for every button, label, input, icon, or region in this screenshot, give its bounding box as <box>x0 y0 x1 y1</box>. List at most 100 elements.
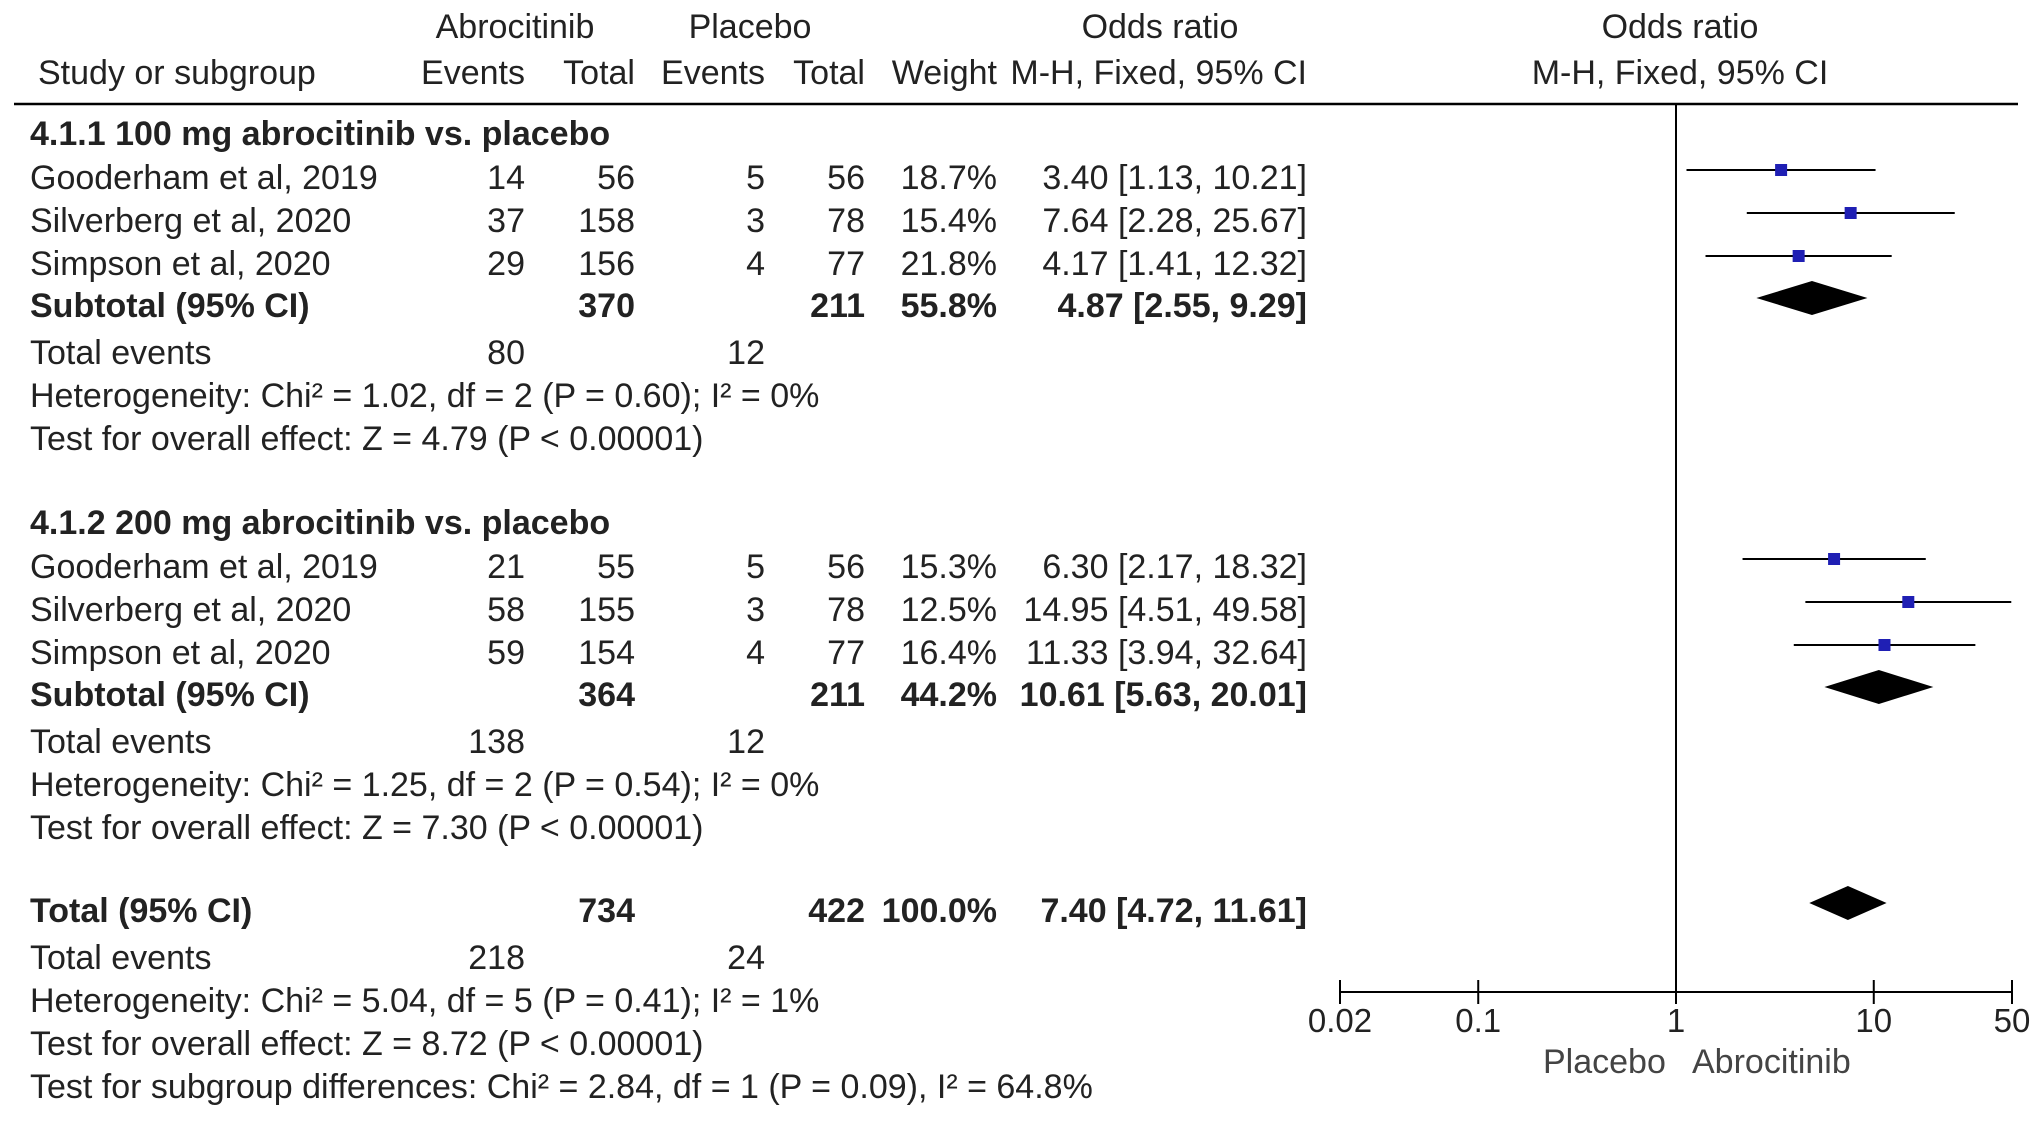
pooled-diamond <box>1756 281 1868 315</box>
study-effect-marker <box>1775 164 1788 176</box>
total-events-label: Total events <box>30 334 212 372</box>
study-name: Gooderham et al, 2019 <box>30 548 378 586</box>
subtotal-ci: 10.61 [5.63, 20.01] <box>1019 676 1307 714</box>
weight: 15.4% <box>900 202 997 240</box>
total-abrocitinib: 154 <box>578 634 635 672</box>
weight: 21.8% <box>900 245 997 283</box>
events-placebo: 3 <box>746 591 765 629</box>
weight: 16.4% <box>900 634 997 672</box>
subtotal-weight: 55.8% <box>900 287 997 325</box>
subtotal-total-placebo: 211 <box>810 287 865 325</box>
total-events-abrocitinib: 138 <box>468 723 525 761</box>
header-events-placebo: Events <box>661 54 765 92</box>
total-placebo: 77 <box>827 245 865 283</box>
events-abrocitinib: 29 <box>487 245 525 283</box>
x-axis-tick-label: 0.1 <box>1455 1002 1501 1039</box>
overall-effect-text: Test for overall effect: Z = 8.72 (P < 0… <box>30 1025 704 1063</box>
header-weight: Weight <box>891 54 997 92</box>
study-effect-marker <box>1878 639 1891 651</box>
events-placebo: 4 <box>746 634 765 672</box>
odds-ratio-ci: 11.33 [3.94, 32.64] <box>1025 634 1307 672</box>
header-mh-left: M-H, Fixed, 95% CI <box>1010 54 1307 92</box>
events-abrocitinib: 14 <box>487 159 525 197</box>
total-events-placebo: 12 <box>727 334 765 372</box>
events-abrocitinib: 59 <box>487 634 525 672</box>
favours-placebo-label: Placebo <box>1543 1043 1666 1081</box>
study-name: Simpson et al, 2020 <box>30 245 331 283</box>
subtotal-total-abrocitinib: 364 <box>578 676 635 714</box>
odds-ratio-ci: 7.64 [2.28, 25.67] <box>1042 202 1307 240</box>
events-placebo: 4 <box>746 245 765 283</box>
total-events-label: Total events <box>30 723 212 761</box>
total-placebo: 78 <box>827 202 865 240</box>
subtotal-weight: 44.2% <box>900 676 997 714</box>
total-abrocitinib: 56 <box>597 159 635 197</box>
pooled-diamond <box>1809 886 1887 920</box>
study-name: Silverberg et al, 2020 <box>30 591 352 629</box>
subtotal-label: Subtotal (95% CI) <box>30 287 310 325</box>
odds-ratio-ci: 4.17 [1.41, 12.32] <box>1042 245 1307 283</box>
total-weight: 100.0% <box>881 892 997 930</box>
header-total-placebo: Total <box>793 54 865 92</box>
weight: 18.7% <box>900 159 997 197</box>
x-axis-tick-label: 50 <box>1994 1002 2031 1039</box>
header-mh-right: M-H, Fixed, 95% CI <box>1531 54 1829 92</box>
header-total-abrocitinib: Total <box>563 54 635 92</box>
subtotal-ci: 4.87 [2.55, 9.29] <box>1057 287 1307 325</box>
heterogeneity-text: Heterogeneity: Chi² = 1.25, df = 2 (P = … <box>30 766 820 804</box>
total-abrocitinib: 156 <box>578 245 635 283</box>
study-effect-marker <box>1792 250 1805 262</box>
study-name: Gooderham et al, 2019 <box>30 159 378 197</box>
events-placebo: 3 <box>746 202 765 240</box>
x-axis-tick-label: 1 <box>1667 1002 1685 1039</box>
subtotal-total-placebo: 211 <box>810 676 865 714</box>
odds-ratio-ci: 14.95 [4.51, 49.58] <box>1023 591 1307 629</box>
study-name: Simpson et al, 2020 <box>30 634 331 672</box>
total-placebo: 78 <box>827 591 865 629</box>
favours-abrocitinib-label: Abrocitinib <box>1692 1043 1851 1081</box>
x-axis-tick-label: 10 <box>1855 1002 1892 1039</box>
events-abrocitinib: 37 <box>487 202 525 240</box>
subgroup-differences-text: Test for subgroup differences: Chi² = 2.… <box>30 1068 1093 1106</box>
total-placebo: 56 <box>827 548 865 586</box>
total-total-abrocitinib: 734 <box>578 892 635 930</box>
events-abrocitinib: 58 <box>487 591 525 629</box>
total-abrocitinib: 55 <box>597 548 635 586</box>
header-odds-ratio-left: Odds ratio <box>1081 8 1239 46</box>
header-events-abrocitinib: Events <box>421 54 525 92</box>
subgroup-2-title: 4.1.2 200 mg abrocitinib vs. placebo <box>30 504 611 542</box>
subtotal-total-abrocitinib: 370 <box>578 287 635 325</box>
overall-effect-text: Test for overall effect: Z = 4.79 (P < 0… <box>30 420 704 458</box>
header-odds-ratio-right: Odds ratio <box>1601 8 1759 46</box>
weight: 12.5% <box>900 591 997 629</box>
total-ci: 7.40 [4.72, 11.61] <box>1040 892 1307 930</box>
weight: 15.3% <box>900 548 997 586</box>
heterogeneity-text: Heterogeneity: Chi² = 5.04, df = 5 (P = … <box>30 982 820 1020</box>
header-study: Study or subgroup <box>38 54 316 92</box>
overall-effect-text: Test for overall effect: Z = 7.30 (P < 0… <box>30 809 704 847</box>
total-events-label: Total events <box>30 939 212 977</box>
study-effect-marker <box>1902 596 1915 608</box>
odds-ratio-ci: 3.40 [1.13, 10.21] <box>1042 159 1307 197</box>
study-effect-marker <box>1844 207 1857 219</box>
total-label: Total (95% CI) <box>30 892 253 930</box>
total-placebo: 77 <box>827 634 865 672</box>
header-abrocitinib: Abrocitinib <box>435 8 595 46</box>
x-axis-tick-label: 0.02 <box>1308 1002 1372 1039</box>
total-abrocitinib: 155 <box>578 591 635 629</box>
total-events-placebo: 12 <box>727 723 765 761</box>
total-events-placebo: 24 <box>727 939 765 977</box>
events-abrocitinib: 21 <box>487 548 525 586</box>
events-placebo: 5 <box>746 548 765 586</box>
subtotal-label: Subtotal (95% CI) <box>30 676 310 714</box>
study-effect-marker <box>1828 553 1841 565</box>
study-name: Silverberg et al, 2020 <box>30 202 352 240</box>
heterogeneity-text: Heterogeneity: Chi² = 1.02, df = 2 (P = … <box>30 377 820 415</box>
total-placebo: 56 <box>827 159 865 197</box>
total-events-abrocitinib: 80 <box>487 334 525 372</box>
subgroup-1-title: 4.1.1 100 mg abrocitinib vs. placebo <box>30 115 611 153</box>
total-abrocitinib: 158 <box>578 202 635 240</box>
total-events-abrocitinib: 218 <box>468 939 525 977</box>
pooled-diamond <box>1824 670 1934 704</box>
